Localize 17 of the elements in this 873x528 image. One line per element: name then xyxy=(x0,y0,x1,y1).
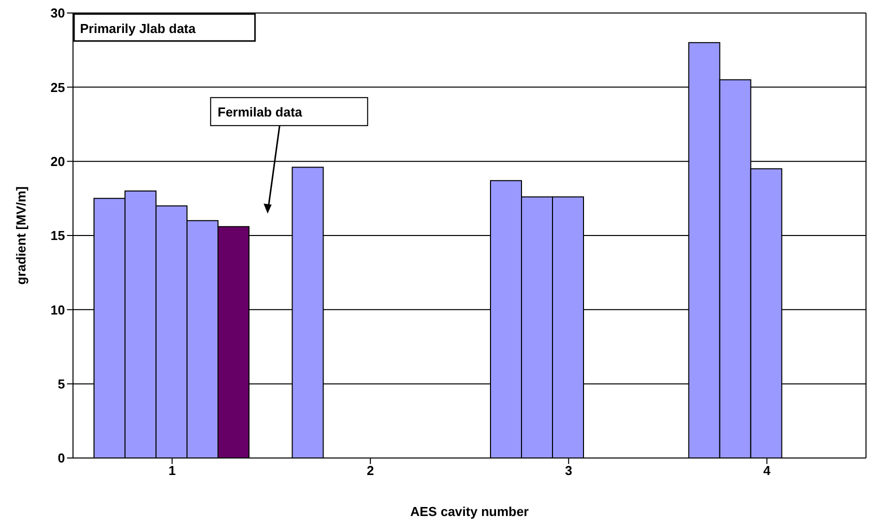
y-tick-label: 0 xyxy=(58,450,65,466)
x-tick-label: 2 xyxy=(366,463,374,478)
x-tick-label: 1 xyxy=(168,463,176,478)
y-tick-label: 25 xyxy=(50,80,65,95)
x-tick-label: 3 xyxy=(565,463,572,478)
annotation: Primarily Jlab data xyxy=(80,21,196,36)
y-tick-label: 10 xyxy=(50,302,65,318)
y-tick-label: 20 xyxy=(50,154,65,169)
x-tick-label: 4 xyxy=(763,463,772,478)
x-axis-title: AES cavity number xyxy=(410,504,529,519)
y-axis-title: gradient [MV/m] xyxy=(14,186,29,285)
annotation: Fermilab data xyxy=(218,104,303,120)
label-box: Fermilab data xyxy=(210,97,368,126)
y-tick-label: 5 xyxy=(58,376,65,392)
y-tick-label: 30 xyxy=(50,6,65,21)
y-tick-label: 15 xyxy=(50,228,65,244)
label-box: Primarily Jlab data xyxy=(73,13,256,42)
